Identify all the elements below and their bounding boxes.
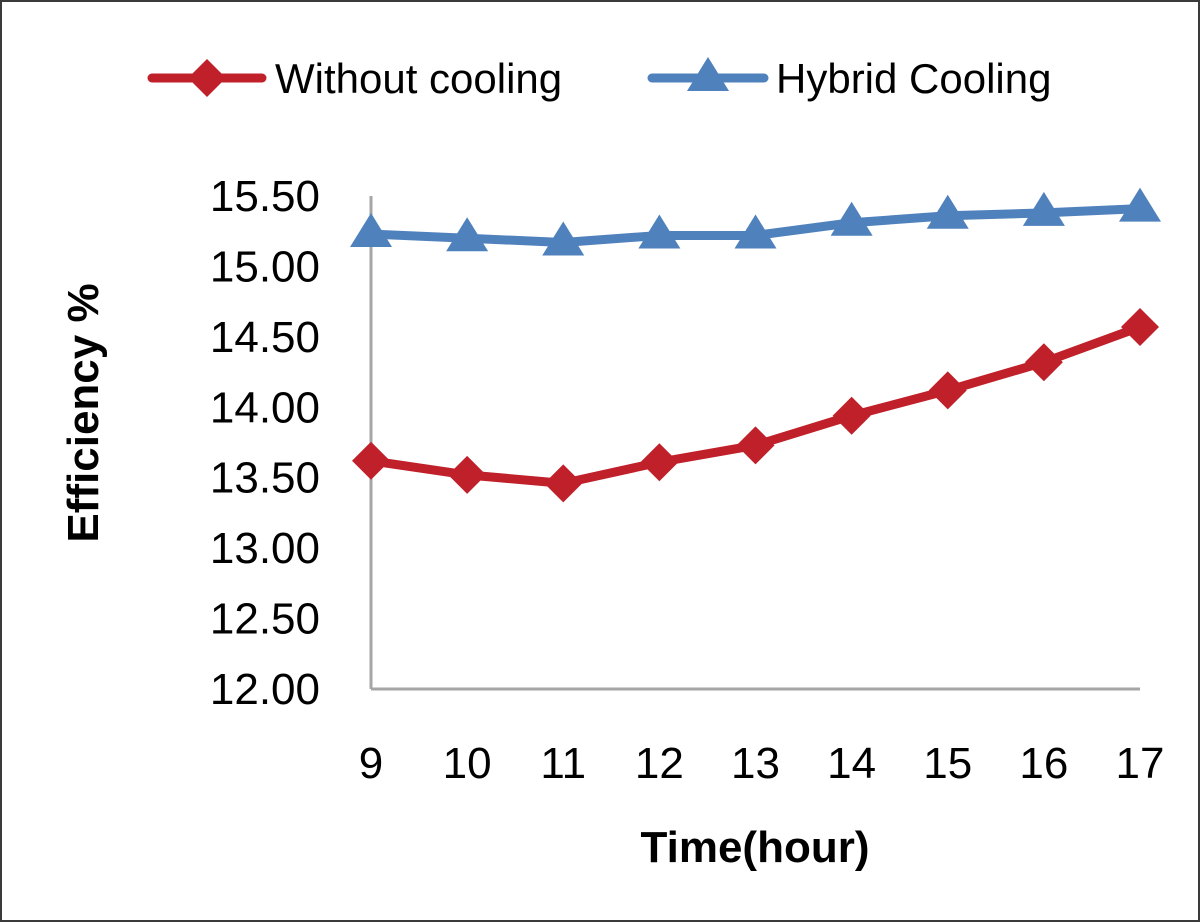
legend-marker: [188, 59, 226, 97]
y-tick-labels: 12.00 12.50 13.00 13.50 14.00 14.50 15.00 15.50: [210, 172, 320, 714]
data-point: [448, 455, 487, 494]
legend-label: Hybrid Cooling: [776, 55, 1051, 102]
y-tick-label: 12.00: [210, 665, 320, 714]
data-point: [832, 396, 871, 435]
x-tick-label: 10: [443, 739, 492, 788]
data-point: [1024, 343, 1063, 382]
x-tick-label: 11: [540, 739, 586, 788]
x-tick-label: 15: [923, 739, 972, 788]
data-point: [1022, 191, 1065, 226]
legend-marker: [687, 57, 729, 91]
data-point: [1119, 187, 1161, 222]
legend-item: Hybrid Cooling: [647, 55, 1051, 102]
data-point: [446, 217, 489, 252]
series-layer: [350, 187, 1161, 503]
x-tick-label: 9: [359, 739, 383, 788]
data-point: [928, 371, 967, 410]
data-point: [542, 221, 585, 256]
data-point: [640, 443, 679, 482]
x-tick-label: 13: [731, 739, 780, 788]
y-tick-label: 14.00: [210, 383, 320, 432]
data-point: [830, 201, 873, 236]
series-without-cooling: [352, 307, 1159, 503]
x-tick-label: 17: [1116, 739, 1165, 788]
y-tick-label: 15.50: [210, 172, 320, 221]
data-point: [1121, 307, 1159, 346]
x-tick-label: 16: [1019, 739, 1068, 788]
x-tick-label: 14: [827, 739, 876, 788]
data-point: [736, 426, 775, 465]
y-tick-label: 15.00: [210, 242, 320, 291]
y-tick-label: 13.50: [210, 454, 320, 503]
y-tick-label: 13.00: [210, 524, 320, 573]
y-tick-label: 14.50: [210, 313, 320, 362]
data-point: [352, 441, 390, 480]
x-tick-labels: 9 10 11 12 13 14 15 16 17: [359, 739, 1165, 788]
data-point: [350, 213, 392, 248]
series-hybrid-cooling: [350, 187, 1161, 256]
legend: Without cooling Hybrid Cooling: [147, 55, 1051, 102]
x-tick-label: 12: [635, 739, 684, 788]
x-axis-title: Time(hour): [641, 823, 870, 872]
data-point: [734, 214, 777, 249]
data-point: [926, 194, 969, 229]
data-point: [544, 464, 583, 503]
data-point: [638, 214, 681, 249]
legend-label: Without cooling: [275, 55, 562, 102]
y-tick-label: 12.50: [210, 595, 320, 644]
y-axis-title: Efficiency %: [59, 283, 108, 542]
legend-item: Without cooling: [147, 55, 562, 102]
